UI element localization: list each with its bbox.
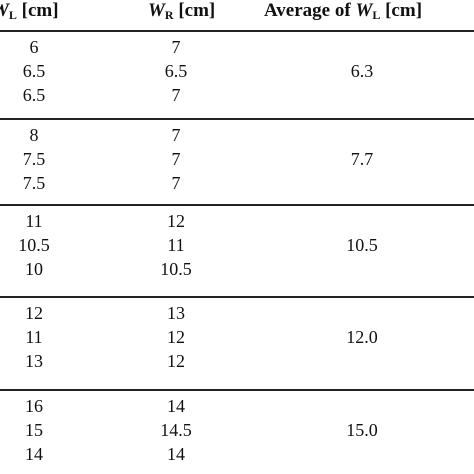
wl-cell: 11 bbox=[25, 211, 43, 231]
wl-cell: 8 bbox=[29, 125, 39, 145]
wl-cell: 6.5 bbox=[22, 61, 46, 81]
wr-cell: 14 bbox=[167, 444, 185, 464]
wr-cell: 7 bbox=[171, 149, 181, 169]
average-cell: 7.7 bbox=[350, 149, 374, 169]
wl-cell: 7.5 bbox=[22, 173, 46, 193]
wl-cell: 13 bbox=[25, 351, 43, 371]
group-divider bbox=[0, 389, 474, 391]
header-wl: WL [cm] bbox=[0, 0, 59, 22]
header-wr: WR [cm] bbox=[148, 0, 216, 22]
wl-cell: 14 bbox=[25, 444, 43, 464]
wl-cell: 6 bbox=[29, 37, 39, 57]
average-cell: 6.3 bbox=[350, 61, 374, 81]
wr-cell: 11 bbox=[167, 235, 185, 255]
wr-cell: 12 bbox=[167, 351, 185, 371]
wr-cell: 14 bbox=[167, 396, 185, 416]
wl-cell: 10.5 bbox=[18, 235, 50, 255]
wr-cell: 12 bbox=[167, 327, 185, 347]
group-divider bbox=[0, 30, 474, 32]
wr-cell: 13 bbox=[167, 303, 185, 323]
header-average: Average of WL [cm] bbox=[264, 0, 423, 22]
wl-cell: 15 bbox=[25, 420, 43, 440]
average-cell: 12.0 bbox=[346, 327, 378, 347]
group-divider bbox=[0, 204, 474, 206]
wr-cell: 14.5 bbox=[160, 420, 192, 440]
wl-cell: 6.5 bbox=[22, 85, 46, 105]
wr-cell: 6.5 bbox=[164, 61, 188, 81]
wr-cell: 12 bbox=[167, 211, 185, 231]
wl-cell: 11 bbox=[25, 327, 43, 347]
wr-cell: 7 bbox=[171, 173, 181, 193]
group-divider bbox=[0, 118, 474, 120]
group-divider bbox=[0, 296, 474, 298]
average-cell: 15.0 bbox=[346, 420, 378, 440]
wr-cell: 7 bbox=[171, 37, 181, 57]
wl-cell: 12 bbox=[25, 303, 43, 323]
table-header: WL [cm] WR [cm] Average of WL [cm] bbox=[0, 0, 474, 26]
wr-cell: 7 bbox=[171, 125, 181, 145]
wr-cell: 7 bbox=[171, 85, 181, 105]
wl-cell: 7.5 bbox=[22, 149, 46, 169]
average-cell: 10.5 bbox=[346, 235, 378, 255]
wl-cell: 10 bbox=[25, 259, 43, 279]
wr-cell: 10.5 bbox=[160, 259, 192, 279]
wl-cell: 16 bbox=[25, 396, 43, 416]
